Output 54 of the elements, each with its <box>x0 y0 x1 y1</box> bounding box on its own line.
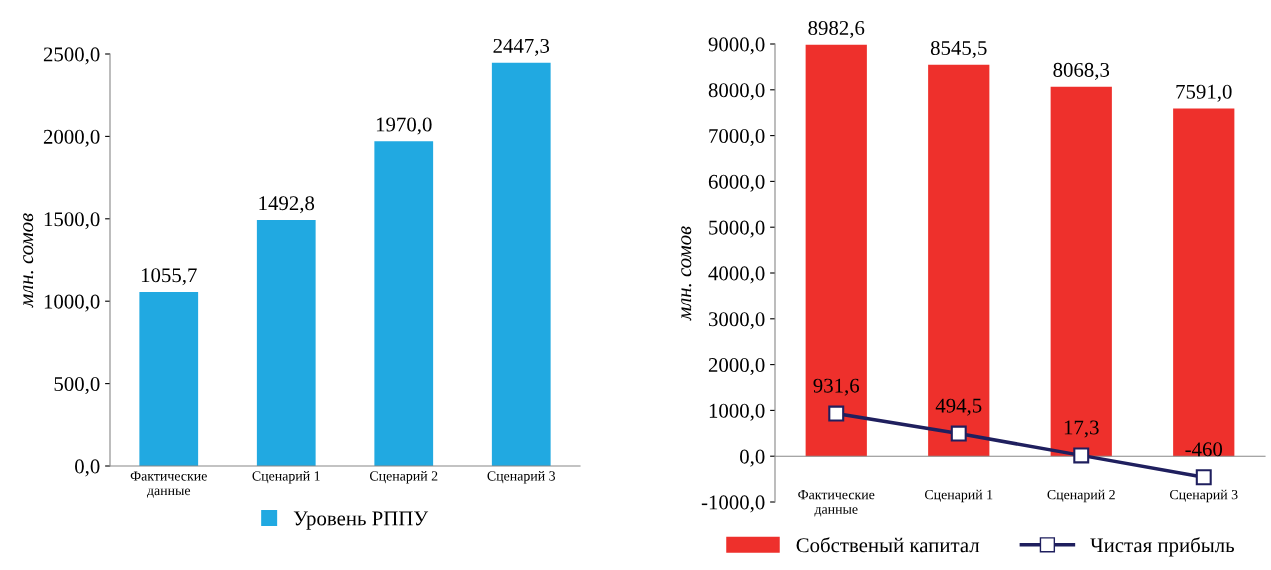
data-label: 7591,0 <box>1176 84 1232 102</box>
x-tick-label: Сценарий 3 <box>1169 489 1238 503</box>
y-tick-label: 2000,0 <box>708 357 765 376</box>
y-tick-label: 1500,0 <box>44 212 100 230</box>
data-label: 8545,5 <box>930 40 987 59</box>
y-axis-title: млн. сомов <box>681 226 692 321</box>
x-tick-label: Сценарий 1 <box>252 470 320 484</box>
x-tick-label: Сценарий 3 <box>487 470 556 484</box>
data-label: 931,6 <box>813 378 860 396</box>
y-tick-label: 1000,0 <box>709 403 765 421</box>
bar <box>928 64 990 457</box>
y-tick-label: 7000,0 <box>709 128 765 147</box>
legend-label: Уровень РППУ <box>293 511 429 530</box>
y-tick-label: 6000,0 <box>708 174 765 192</box>
data-label: 1055,7 <box>141 268 197 286</box>
y-axis-title: млн. сомов <box>23 213 34 308</box>
point <box>828 405 845 422</box>
y-tick-label: 5000,0 <box>709 220 765 238</box>
data-label: 8982,6 <box>808 20 865 39</box>
y-tick-label: 2500,0 <box>43 47 100 65</box>
data-label: 494,5 <box>935 398 982 416</box>
y-tick-label: 2000,0 <box>43 129 100 147</box>
point <box>950 425 967 442</box>
data-label: -460 <box>1185 442 1223 457</box>
bar <box>491 62 551 466</box>
bar <box>805 44 867 457</box>
legend-label: Собственый капитал <box>796 537 980 553</box>
x-tick-label: Фактические данные <box>798 490 875 517</box>
y-tick-label: 3000,0 <box>708 312 765 330</box>
bar <box>374 141 434 466</box>
data-label: 8068,3 <box>1053 62 1110 80</box>
bar <box>139 292 199 466</box>
y-tick-label: 4000,0 <box>708 266 765 284</box>
data-label: 1492,8 <box>259 196 315 214</box>
y-tick-label: 1000,0 <box>44 294 100 312</box>
bar <box>256 219 316 466</box>
y-tick-label: 8000,0 <box>708 83 765 101</box>
x-tick-label: Сценарий 1 <box>924 489 993 503</box>
x-tick-label: Сценарий 2 <box>369 470 438 484</box>
y-tick-label: 0,0 <box>740 449 765 467</box>
y-tick-label: 9000,0 <box>708 37 765 55</box>
bar <box>1050 86 1112 457</box>
bar <box>1173 108 1235 457</box>
y-tick-label: 500,0 <box>54 376 100 395</box>
point <box>1073 447 1090 464</box>
point <box>1195 469 1212 486</box>
data-label: 17,3 <box>1064 420 1099 438</box>
x-tick-label: Фактические данные <box>130 471 207 498</box>
y-tick-label: -1000,0 <box>701 495 765 513</box>
y-tick-label: 0,0 <box>75 459 100 477</box>
legend-label: Чистая прибыль <box>1090 537 1235 557</box>
data-label: 2447,3 <box>493 38 550 56</box>
data-label: 1970,0 <box>376 117 432 135</box>
x-tick-label: Сценарий 2 <box>1047 489 1115 503</box>
